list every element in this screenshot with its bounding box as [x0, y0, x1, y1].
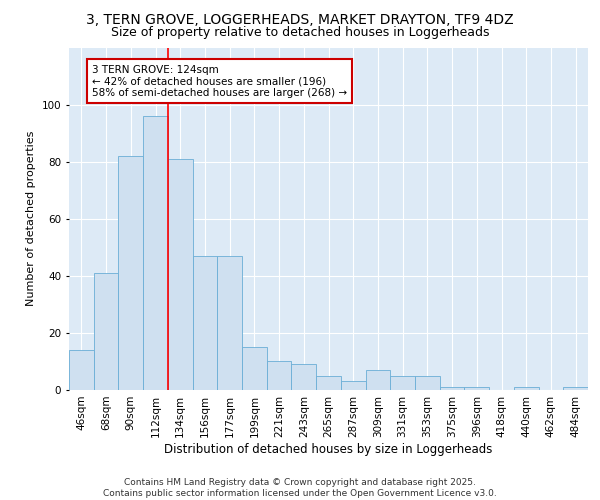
Bar: [440, 387, 464, 390]
Text: Contains HM Land Registry data © Crown copyright and database right 2025.
Contai: Contains HM Land Registry data © Crown c…: [103, 478, 497, 498]
Bar: [217, 256, 242, 390]
Bar: [514, 387, 539, 390]
Bar: [292, 364, 316, 390]
Bar: [267, 362, 292, 390]
Bar: [193, 256, 217, 390]
Bar: [365, 370, 390, 390]
Bar: [464, 387, 489, 390]
Bar: [168, 159, 193, 390]
Text: Size of property relative to detached houses in Loggerheads: Size of property relative to detached ho…: [111, 26, 489, 39]
Bar: [415, 376, 440, 390]
Y-axis label: Number of detached properties: Number of detached properties: [26, 131, 36, 306]
Bar: [143, 116, 168, 390]
Bar: [563, 387, 588, 390]
Bar: [94, 273, 118, 390]
Bar: [242, 347, 267, 390]
Bar: [69, 350, 94, 390]
X-axis label: Distribution of detached houses by size in Loggerheads: Distribution of detached houses by size …: [164, 442, 493, 456]
Bar: [390, 376, 415, 390]
Text: 3 TERN GROVE: 124sqm
← 42% of detached houses are smaller (196)
58% of semi-deta: 3 TERN GROVE: 124sqm ← 42% of detached h…: [92, 64, 347, 98]
Bar: [316, 376, 341, 390]
Bar: [341, 382, 365, 390]
Text: 3, TERN GROVE, LOGGERHEADS, MARKET DRAYTON, TF9 4DZ: 3, TERN GROVE, LOGGERHEADS, MARKET DRAYT…: [86, 12, 514, 26]
Bar: [118, 156, 143, 390]
